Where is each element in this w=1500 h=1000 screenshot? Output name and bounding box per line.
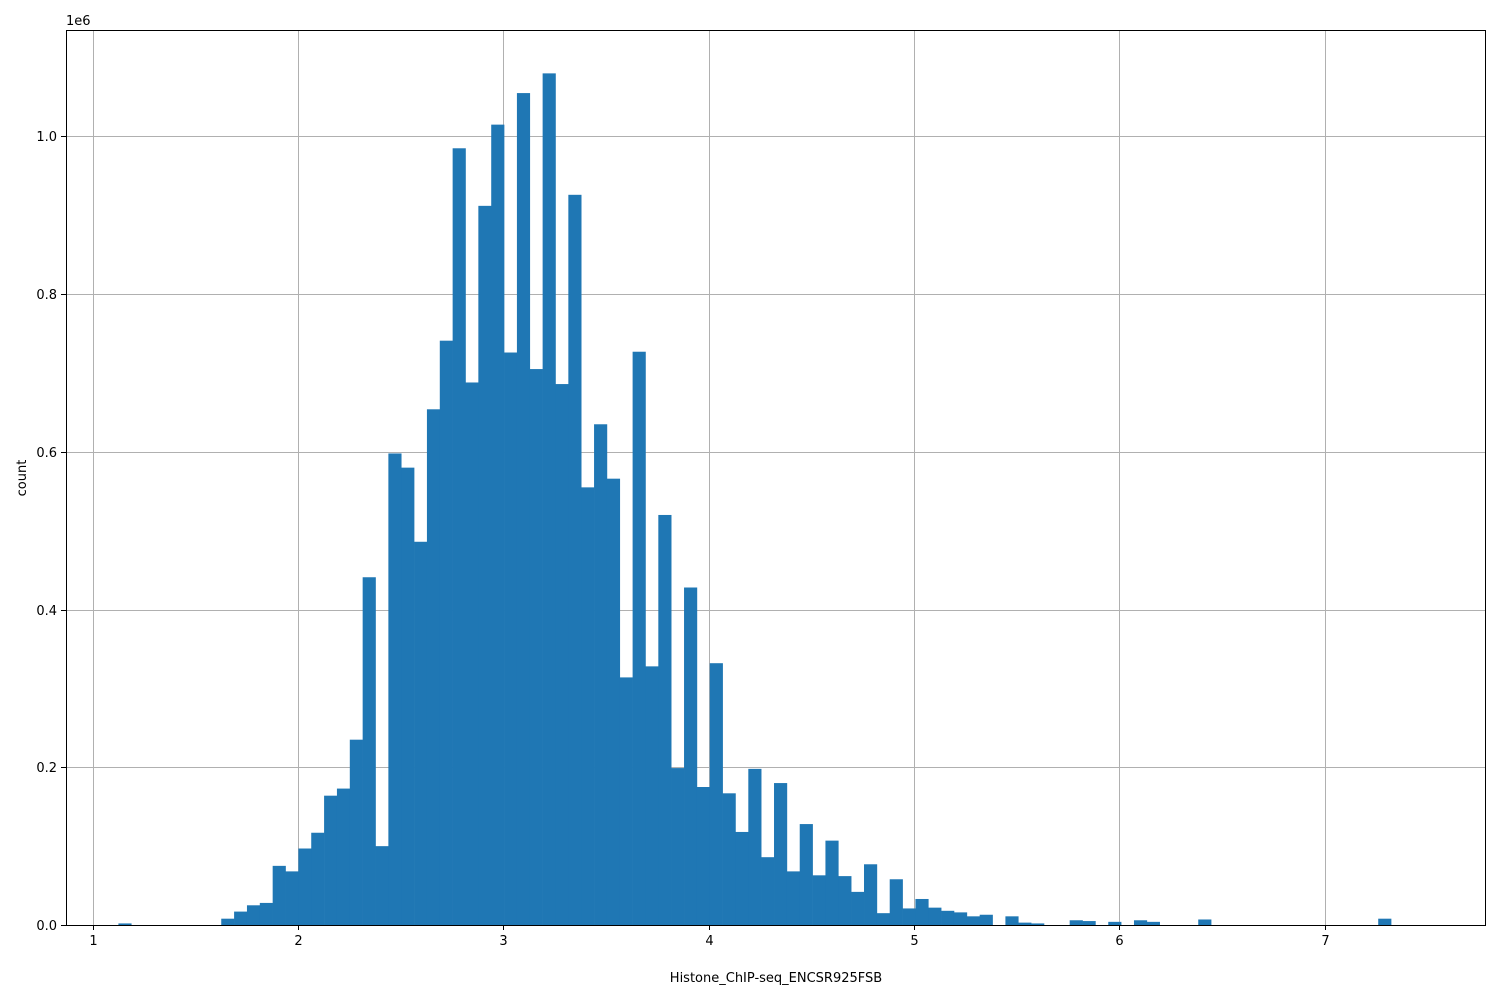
x-tick-label: 1 — [89, 934, 97, 949]
histogram-bar — [285, 871, 299, 925]
histogram-bar — [696, 787, 711, 925]
histogram-bar — [568, 194, 582, 925]
histogram-bar — [1069, 920, 1083, 925]
histogram-bar — [786, 871, 801, 925]
histogram-bar — [516, 93, 531, 925]
histogram-bar — [941, 910, 955, 925]
histogram-bar — [684, 587, 698, 925]
histogram-bar — [902, 908, 916, 925]
histogram-bar — [606, 478, 621, 925]
histogram-bar — [645, 666, 659, 925]
histogram-bar — [439, 340, 453, 925]
plot-frame — [66, 30, 1486, 926]
histogram-bar — [812, 875, 826, 925]
histogram-bar — [401, 467, 415, 925]
histogram-bar — [298, 848, 312, 925]
y-tick-label: 1.0 — [36, 130, 57, 145]
histogram-bar — [1108, 921, 1122, 925]
histogram-bar — [259, 902, 273, 925]
y-tick-label: 0.2 — [36, 761, 57, 776]
histogram-bar — [555, 384, 569, 925]
histogram-bar — [336, 788, 351, 925]
histogram-bar — [979, 914, 993, 925]
histogram-bar — [324, 795, 338, 925]
histogram-bar — [594, 424, 608, 925]
histogram-bar — [953, 912, 968, 925]
histogram-bar — [671, 768, 685, 925]
histogram-bar — [414, 541, 428, 925]
histogram-bar — [966, 916, 981, 925]
histogram-bar — [375, 846, 389, 925]
y-axis-title: count — [15, 460, 30, 497]
x-tick-label: 3 — [499, 934, 507, 949]
ticks: 1 2 3 4 5 6 7 0.0 0.2 0.4 0.6 0.8 1.0 — [36, 130, 1329, 949]
histogram-bar — [581, 487, 595, 925]
grid — [66, 30, 1485, 926]
histogram-bar — [774, 783, 788, 925]
histogram-bar — [542, 73, 556, 926]
histogram-bar — [426, 409, 441, 925]
histogram-bar — [748, 768, 762, 925]
histogram-bar — [632, 351, 646, 926]
x-axis-title: Histone_ChIP-seq_ENCSR925FSB — [670, 971, 882, 986]
histogram-bar — [889, 879, 903, 925]
histogram-bar — [915, 898, 929, 925]
histogram-bar — [529, 369, 543, 925]
histogram-bar — [491, 124, 505, 925]
y-tick-label: 0.6 — [36, 446, 57, 461]
histogram-bar — [221, 918, 235, 925]
y-tick-label: 0.4 — [36, 604, 57, 619]
histogram-bar — [709, 663, 723, 925]
histogram-bar — [928, 907, 942, 925]
histogram-bar — [246, 905, 261, 925]
histogram-bar — [311, 832, 325, 925]
histogram-bar — [1146, 921, 1160, 925]
histogram-bar — [658, 514, 672, 925]
histogram-bar — [864, 864, 878, 925]
histogram-bar — [619, 677, 633, 925]
histogram-bar — [362, 577, 376, 925]
histogram-bar — [722, 793, 736, 925]
histogram-bar — [465, 382, 479, 926]
x-tick-label: 4 — [705, 934, 713, 949]
histogram-bar — [799, 824, 813, 925]
x-tick-label: 5 — [910, 934, 918, 949]
y-tick-label: 0.0 — [36, 919, 57, 934]
histogram-bar — [349, 739, 363, 925]
histogram-bar — [1082, 921, 1096, 925]
histogram-bar — [478, 205, 492, 926]
histogram-bar — [234, 911, 248, 925]
histogram-bar — [388, 453, 402, 925]
y-offset-label: 1e6 — [66, 14, 91, 29]
histogram-bar — [838, 876, 852, 925]
histogram-bar — [735, 831, 749, 925]
histogram-bar — [504, 352, 518, 925]
y-tick-label: 0.8 — [36, 288, 57, 303]
bars — [118, 73, 1392, 926]
x-tick-label: 6 — [1115, 934, 1123, 949]
x-tick-label: 2 — [294, 934, 302, 949]
histogram-bar — [452, 148, 466, 925]
histogram-bar — [876, 913, 891, 925]
histogram-bar — [761, 857, 775, 925]
histogram-bar — [1018, 922, 1032, 925]
histogram-bar — [851, 891, 865, 925]
histogram-bar — [272, 865, 286, 925]
x-tick-label: 7 — [1321, 934, 1329, 949]
histogram-bar — [1198, 919, 1212, 925]
histogram-bar — [1378, 918, 1392, 925]
histogram-bar — [1031, 923, 1045, 925]
histogram-bar — [1133, 920, 1148, 925]
histogram-bar — [1005, 916, 1019, 925]
histogram-bar — [825, 840, 839, 925]
histogram-bar — [118, 923, 132, 925]
